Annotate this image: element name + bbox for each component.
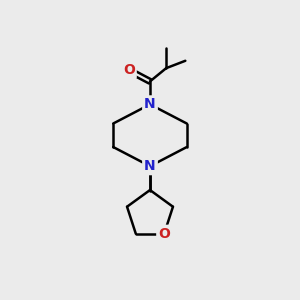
Text: N: N (144, 159, 156, 173)
Text: O: O (123, 63, 135, 77)
Text: N: N (144, 98, 156, 111)
Text: O: O (158, 227, 170, 241)
